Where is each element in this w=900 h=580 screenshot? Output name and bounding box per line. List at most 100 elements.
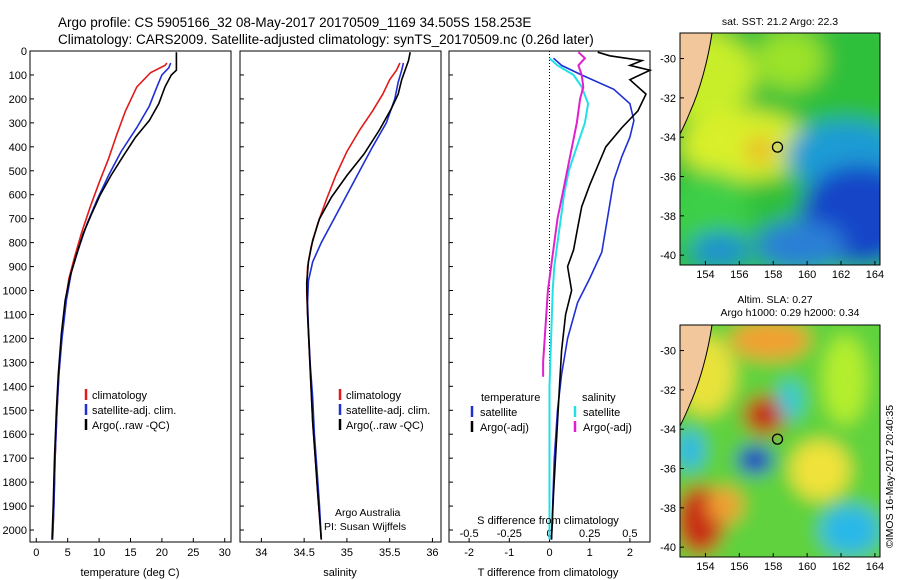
depth-tick-label: 1200 [3, 333, 27, 345]
depth-tick-label: 2000 [3, 525, 27, 537]
copyright-timestamp: ©IMOS 16-May-2017 20:40:35 [884, 405, 896, 548]
x-tick-label: 20 [156, 547, 168, 559]
depth-tick-label: 300 [9, 118, 27, 130]
depth-tick-label: 1900 [3, 501, 27, 513]
sst-argo-location-marker [771, 141, 784, 153]
series-line-t-argo-adj- [550, 51, 653, 540]
x-tick-label: 10 [93, 547, 105, 559]
map-y-tick-label: -32 [660, 385, 676, 397]
x-tick-label: 36 [426, 547, 438, 559]
map-y-tick-label: -40 [660, 250, 676, 262]
map-y-tick-label: -30 [660, 346, 676, 358]
legend-title-temperature: temperature [481, 392, 540, 404]
map-y-tick-label: -40 [660, 542, 676, 554]
temperature-axes-frame [29, 50, 232, 543]
x-tick-label: 0 [546, 547, 552, 559]
salinity-axes-frame [239, 50, 442, 543]
x-tick-label: 1 [587, 547, 593, 559]
map-x-tick-label: 160 [798, 561, 816, 573]
depth-tick-label: 600 [9, 190, 27, 202]
x-tick-label: -2 [464, 547, 474, 559]
series-line-s-argo-adj- [542, 51, 587, 377]
temperature-xlabel: temperature (deg C) [80, 567, 179, 579]
sst-map-ticks: 154 156 158 160 162 164 -30 -32 -34 -36 -38 -40 [660, 54, 884, 281]
depth-tick-label: 1500 [3, 405, 27, 417]
x-tick-label: 2 [627, 547, 633, 559]
x-tick-label: 25 [187, 547, 199, 559]
sst-map-image [680, 33, 880, 265]
legend-label: Argo(..raw -QC) [92, 420, 170, 432]
x-tick-label: 35.5 [379, 547, 400, 559]
sst-map-title: sat. SST: 21.2 Argo: 22.3 [722, 16, 838, 28]
map-x-tick-label: 164 [866, 561, 884, 573]
map-y-tick-label: -34 [660, 424, 676, 436]
depth-tick-label: 200 [9, 94, 27, 106]
depth-tick-label: 800 [9, 238, 27, 250]
x-tick-label: 0 [33, 547, 39, 559]
s-tick-label: -0.25 [497, 528, 522, 540]
sla-map-frame [679, 324, 881, 558]
legend-label: climatology [346, 390, 402, 402]
s-tick-label: 0.5 [622, 528, 637, 540]
header-line-1: Argo profile: CS 5905166_32 08-May-2017 … [58, 15, 531, 30]
legend-label: satellite [583, 407, 620, 419]
depth-tick-label: 500 [9, 166, 27, 178]
map-y-tick-label: -30 [660, 54, 676, 66]
legend-title-salinity: salinity [582, 392, 616, 404]
legend-label: Argo(..raw -QC) [346, 420, 424, 432]
legend-label: satellite [480, 407, 517, 419]
salinity-panel: 34 34.5 35 35.5 36 climatology satellite-adj.… [239, 50, 442, 579]
x-tick-label: 35 [341, 547, 353, 559]
depth-tick-label: 700 [9, 214, 27, 226]
map-x-tick-label: 158 [764, 561, 782, 573]
annotation-line-1: Argo Australia [335, 507, 401, 519]
series-line-argo-raw-qc- [51, 52, 178, 540]
depth-tick-label: 100 [9, 70, 27, 82]
depth-tick-label: 1600 [3, 429, 27, 441]
depth-tick-marks [240, 50, 244, 531]
map-x-tick-label: 154 [696, 561, 714, 573]
map-y-tick-label: -36 [660, 172, 676, 184]
map-x-tick-label: 154 [696, 269, 714, 281]
s-difference-xlabel: S difference from climatology [477, 515, 619, 527]
x-tick-label: 34 [255, 547, 267, 559]
sla-argo-location-marker [771, 433, 784, 445]
s-tick-label: -0.5 [460, 528, 479, 540]
depth-tick-label: 1400 [3, 381, 27, 393]
x-tick-label: 30 [219, 547, 231, 559]
sla-map-subtitle: Argo h1000: 0.29 h2000: 0.34 [721, 307, 860, 319]
legend-label: Argo(-adj) [583, 422, 632, 434]
temperature-legend: climatology satellite-adj. clim. Argo(..ra… [84, 389, 176, 432]
sla-map-ticks: 154 156 158 160 162 164 -30 -32 -34 -36 -38 -40 [660, 346, 884, 573]
depth-tick-label: 1700 [3, 453, 27, 465]
series-line-s-satellite [548, 57, 590, 540]
temperature-ticks: 0 5 10 15 20 25 30 [33, 538, 231, 559]
depth-tick-label: 1100 [3, 309, 27, 321]
map-y-tick-label: -38 [660, 503, 676, 515]
depth-ticks: 0 100 200 300 400 500 600 700 800 900 1000 1100 1200… [3, 46, 34, 537]
legend-label: climatology [92, 390, 148, 402]
sla-map-panel: Altim. SLA: 0.27 Argo h1000: 0.29 h2000:… [660, 294, 884, 573]
salinity-lines [305, 52, 411, 540]
map-x-tick-label: 158 [764, 269, 782, 281]
sla-map-title: Altim. SLA: 0.27 [737, 294, 812, 306]
depth-tick-label: 1800 [3, 477, 27, 489]
x-tick-label: 15 [124, 547, 136, 559]
salinity-legend: climatology satellite-adj. clim. Argo(..ra… [338, 389, 430, 432]
salinity-xlabel: salinity [323, 567, 357, 579]
salinity-ticks: 34 34.5 35 35.5 36 [255, 538, 439, 559]
x-tick-label: 5 [65, 547, 71, 559]
difference-legend: temperature salinity satellite Argo(-adj) sa… [470, 392, 632, 434]
depth-tick-marks [449, 50, 453, 531]
depth-tick-label: 900 [9, 262, 27, 274]
map-x-tick-label: 164 [866, 269, 884, 281]
annotation-line-2: PI: Susan Wijffels [324, 521, 406, 533]
depth-tick-label: 400 [9, 142, 27, 154]
legend-label: Argo(-adj) [480, 422, 529, 434]
depth-tick-label: 1000 [3, 286, 27, 298]
sst-map-frame [679, 32, 881, 266]
map-y-tick-label: -36 [660, 464, 676, 476]
map-x-tick-label: 162 [832, 561, 850, 573]
map-y-tick-label: -38 [660, 211, 676, 223]
